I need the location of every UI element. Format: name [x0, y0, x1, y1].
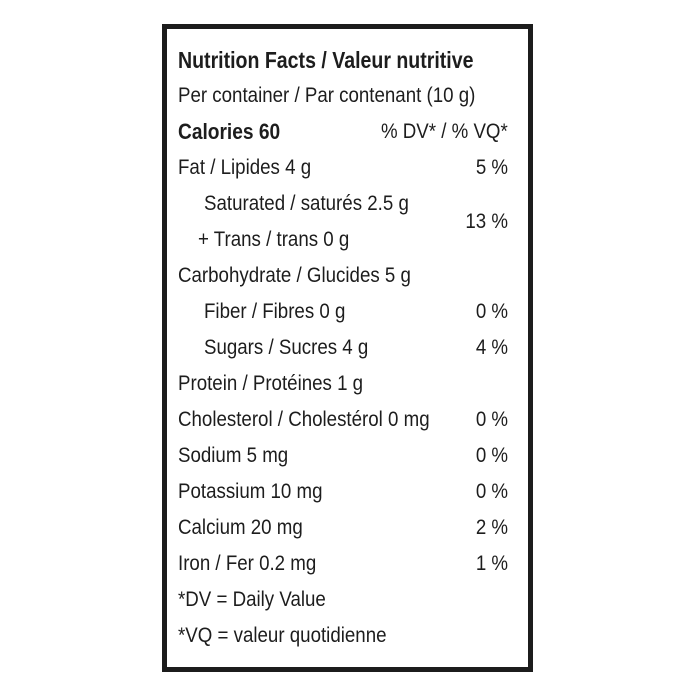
- nutrient-name: Protein / Protéines 1 g: [178, 371, 364, 396]
- nutrient-name: Calcium 20 mg: [178, 515, 303, 540]
- nutrient-name: Sodium 5 mg: [178, 443, 289, 468]
- daily-value-header: % DV* / % VQ*: [381, 119, 508, 144]
- nutrient-row-carbohydrate: Carbohydrate / Glucides 5 g: [178, 258, 508, 294]
- nutrient-row-iron: Iron / Fer 0.2 mg 1 %: [178, 546, 508, 582]
- nutrient-name: Saturated / saturés 2.5 g: [204, 191, 409, 216]
- nutrient-dv: 1 %: [475, 551, 508, 576]
- nutrient-name: Iron / Fer 0.2 mg: [178, 551, 317, 576]
- saturated-trans-lines: Saturated / saturés 2.5 g + Trans / tran…: [178, 186, 439, 258]
- nutrient-dv: 5 %: [475, 155, 508, 180]
- label-title-row: Nutrition Facts / Valeur nutritive: [178, 42, 508, 78]
- nutrient-dv: 0 %: [475, 479, 508, 504]
- nutrient-dv: 2 %: [475, 515, 508, 540]
- nutrient-row-potassium: Potassium 10 mg 0 %: [178, 474, 508, 510]
- footnote-dv: *DV = Daily Value: [178, 587, 326, 612]
- serving-size-text: Per container / Par contenant (10 g): [178, 83, 476, 108]
- nutrient-name: Cholesterol / Cholestérol 0 mg: [178, 407, 430, 432]
- nutrient-dv: 0 %: [475, 299, 508, 324]
- nutrient-name: Carbohydrate / Glucides 5 g: [178, 263, 411, 288]
- footnote-dv-row: *DV = Daily Value: [178, 582, 508, 618]
- footnote-vq-row: *VQ = valeur quotidienne: [178, 618, 508, 654]
- nutrient-dv: 13 %: [465, 209, 508, 234]
- label-title: Nutrition Facts / Valeur nutritive: [178, 46, 474, 73]
- nutrient-dv: 0 %: [475, 443, 508, 468]
- nutrient-dv: 4 %: [475, 335, 508, 360]
- nutrient-row-protein: Protein / Protéines 1 g: [178, 366, 508, 402]
- nutrient-row-sodium: Sodium 5 mg 0 %: [178, 438, 508, 474]
- saturated-line: Saturated / saturés 2.5 g: [178, 186, 439, 222]
- nutrient-row-calcium: Calcium 20 mg 2 %: [178, 510, 508, 546]
- nutrient-row-sugars: Sugars / Sucres 4 g 4 %: [178, 330, 508, 366]
- nutrient-row-saturated-trans: Saturated / saturés 2.5 g + Trans / tran…: [178, 186, 508, 258]
- nutrient-name: Potassium 10 mg: [178, 479, 323, 504]
- nutrition-facts-label: Nutrition Facts / Valeur nutritive Per c…: [162, 24, 533, 672]
- trans-line: + Trans / trans 0 g: [178, 222, 439, 258]
- serving-row: Per container / Par contenant (10 g): [178, 78, 508, 114]
- nutrient-name: Sugars / Sucres 4 g: [204, 335, 369, 360]
- calories-row: Calories 60 % DV* / % VQ*: [178, 114, 508, 150]
- nutrient-name: Fat / Lipides 4 g: [178, 155, 312, 180]
- nutrient-name: + Trans / trans 0 g: [198, 227, 350, 252]
- nutrient-name: Fiber / Fibres 0 g: [204, 299, 346, 324]
- footnote-vq: *VQ = valeur quotidienne: [178, 623, 387, 648]
- nutrient-row-fat: Fat / Lipides 4 g 5 %: [178, 150, 508, 186]
- nutrient-row-fiber: Fiber / Fibres 0 g 0 %: [178, 294, 508, 330]
- nutrient-dv: 0 %: [475, 407, 508, 432]
- calories-value: Calories 60: [178, 119, 281, 144]
- nutrient-row-cholesterol: Cholesterol / Cholestérol 0 mg 0 %: [178, 402, 508, 438]
